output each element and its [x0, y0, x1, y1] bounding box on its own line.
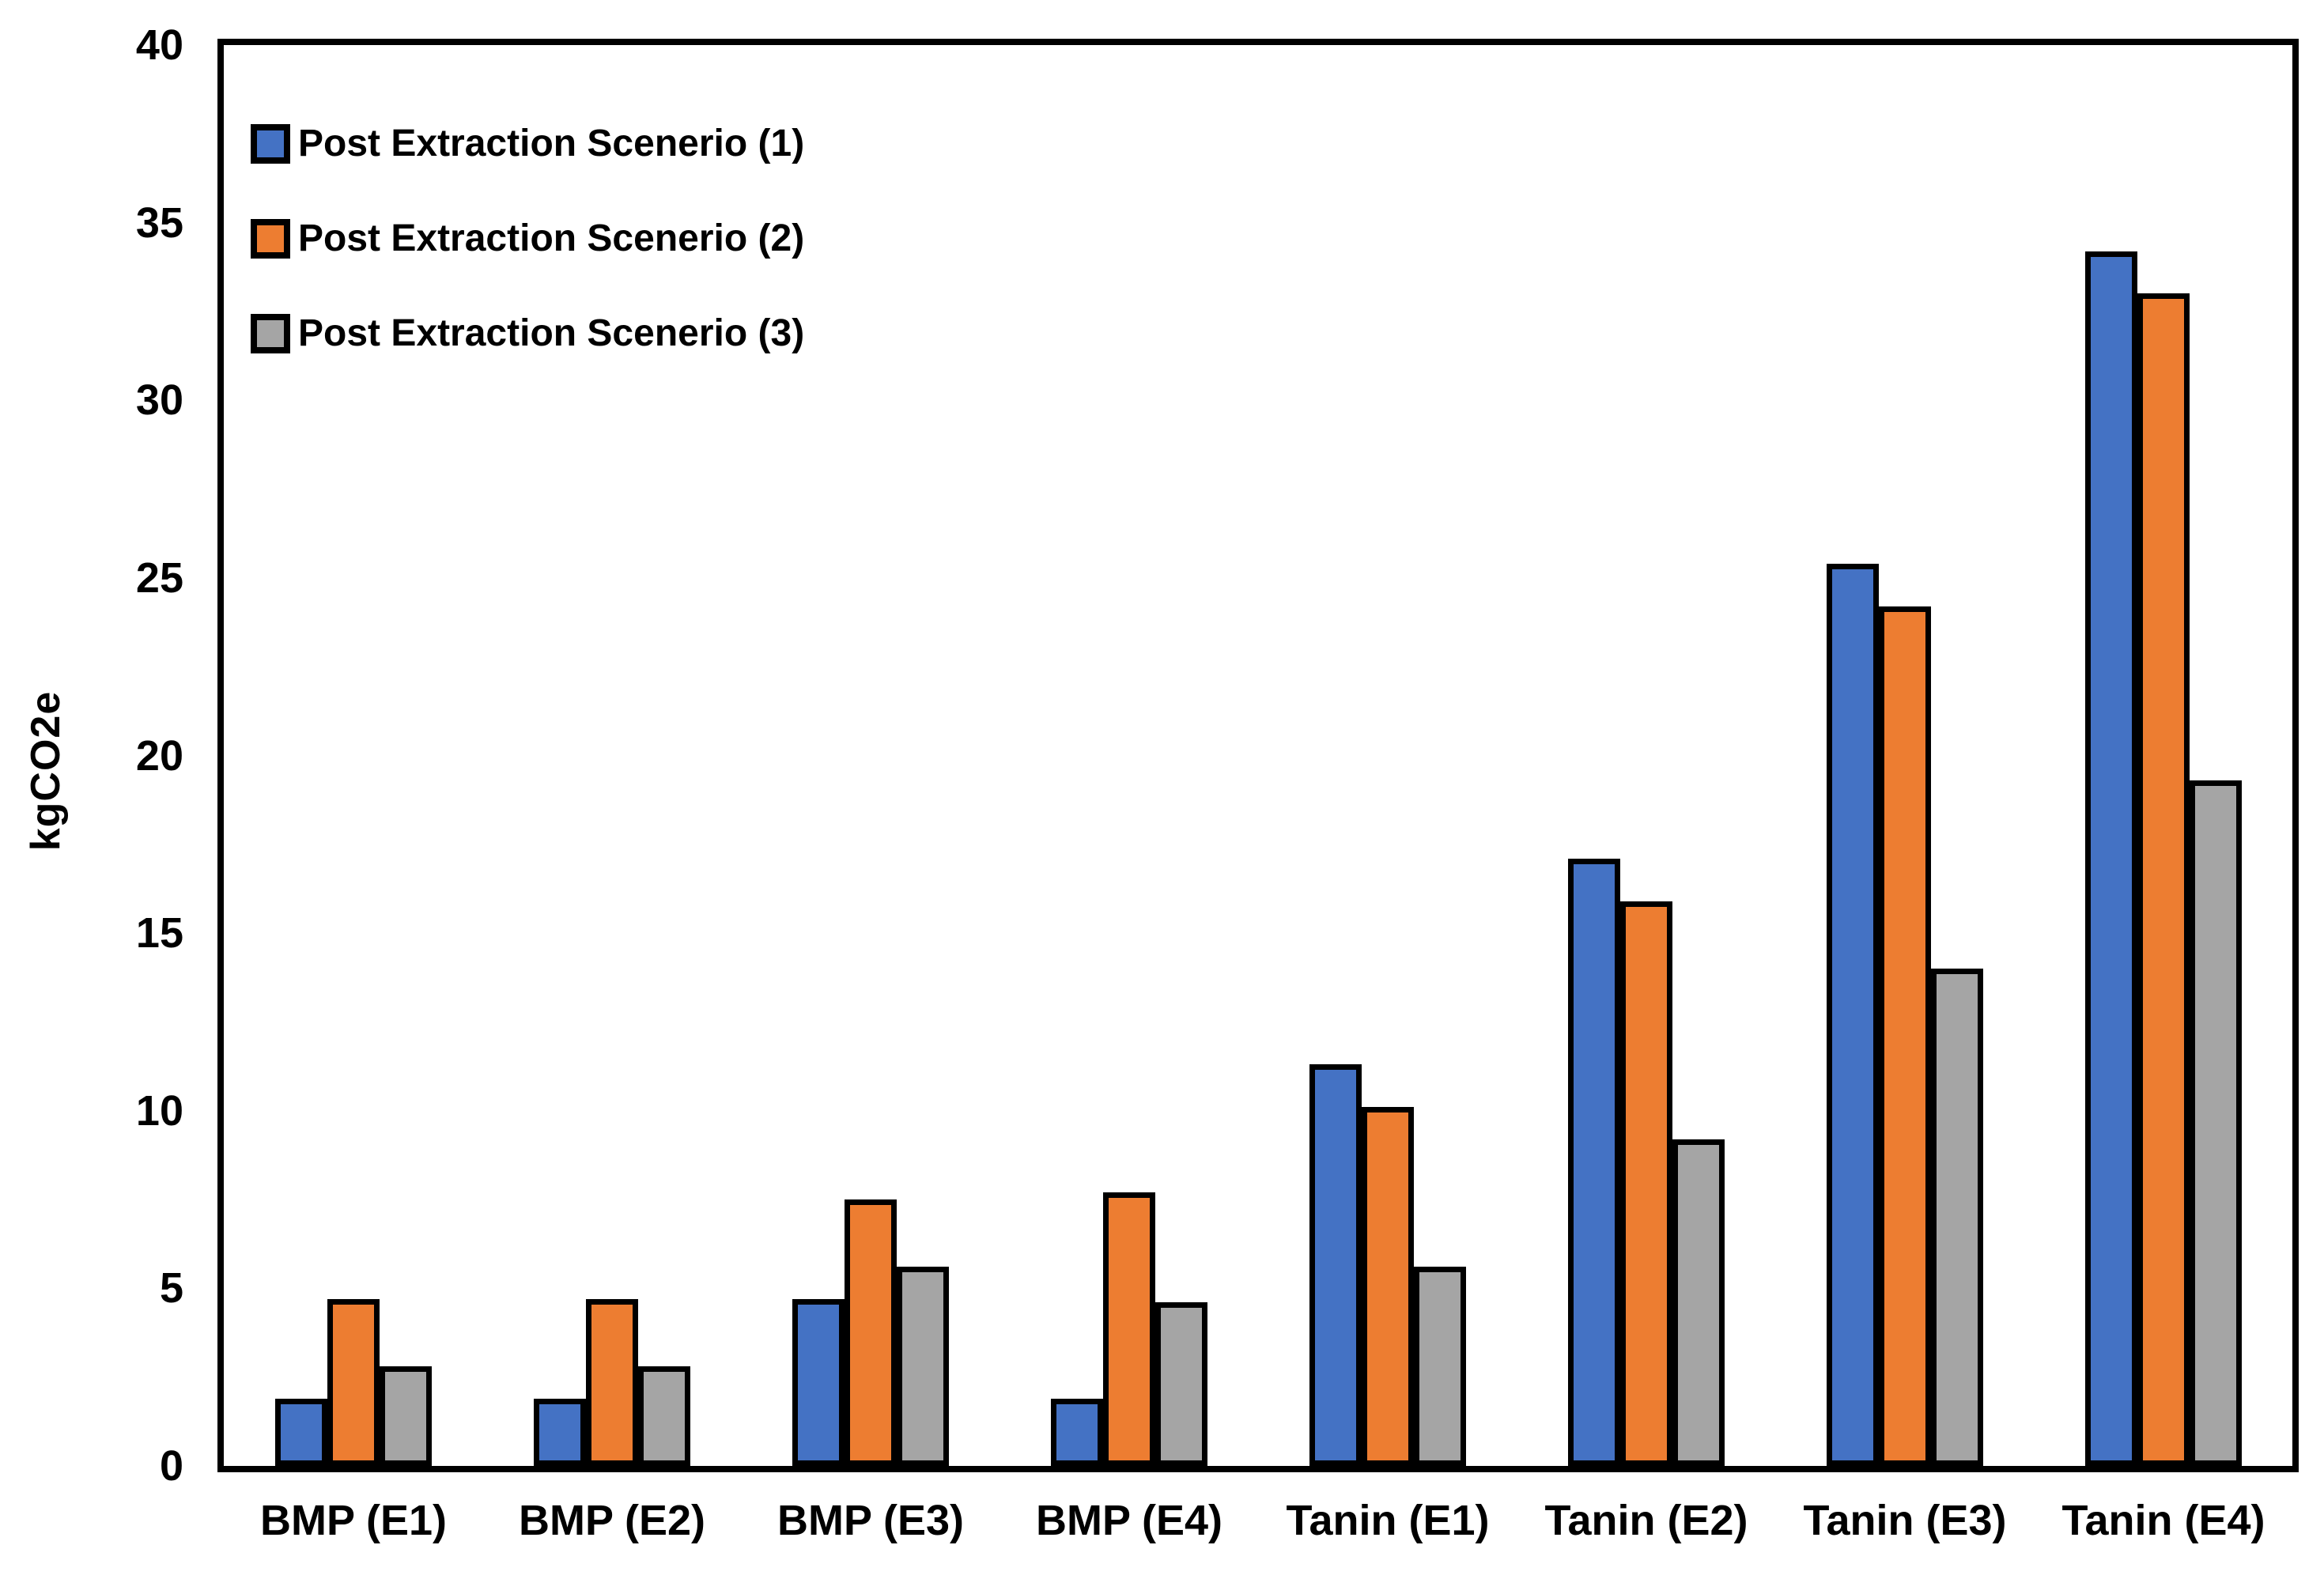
- bar-series2-tanin-e4-: [2137, 293, 2190, 1466]
- x-axis-label: BMP (E4): [1035, 1497, 1223, 1544]
- bar-series2-bmp-e2-: [586, 1299, 638, 1466]
- legend-label: Post Extraction Scenerio (2): [298, 217, 805, 259]
- legend-swatch-icon: [251, 219, 290, 259]
- bar-series2-tanin-e1-: [1362, 1107, 1414, 1466]
- bar-series3-bmp-e2-: [638, 1366, 690, 1466]
- y-tick-label: 5: [159, 1264, 183, 1313]
- legend-swatch-icon: [251, 124, 290, 164]
- legend-item: Post Extraction Scenerio (2): [251, 219, 804, 259]
- bar-series1-tanin-e2-: [1568, 859, 1620, 1466]
- x-axis-label: Tanin (E3): [1803, 1497, 2007, 1544]
- bar-series1-bmp-e3-: [792, 1299, 845, 1466]
- bar-series3-bmp-e3-: [897, 1267, 949, 1466]
- bar-series1-bmp-e2-: [534, 1399, 586, 1466]
- x-axis-label: BMP (E3): [777, 1497, 965, 1544]
- y-tick-label: 30: [135, 376, 183, 425]
- bar-series1-tanin-e3-: [1827, 564, 1879, 1466]
- bar-series1-bmp-e4-: [1051, 1399, 1103, 1466]
- bar-series2-bmp-e3-: [845, 1199, 897, 1466]
- bar-series3-bmp-e1-: [380, 1366, 432, 1466]
- bar-series3-tanin-e4-: [2190, 780, 2242, 1466]
- bar-series1-tanin-e1-: [1309, 1064, 1362, 1466]
- bar-series3-tanin-e3-: [1931, 969, 1983, 1466]
- bar-series1-bmp-e1-: [275, 1399, 327, 1466]
- x-axis-label: Tanin (E1): [1286, 1497, 1490, 1544]
- bar-series3-bmp-e4-: [1155, 1302, 1207, 1466]
- legend-swatch-icon: [251, 314, 290, 353]
- y-tick-label: 25: [135, 553, 183, 602]
- legend-label: Post Extraction Scenerio (3): [298, 312, 805, 354]
- y-axis-tick-labels: 0 5 10 15 20 25 30 35 40: [0, 24, 190, 1487]
- y-tick-label: 20: [135, 731, 183, 780]
- y-tick-label: 10: [135, 1086, 183, 1135]
- x-axis-labels: BMP (E1) BMP (E2) BMP (E3) BMP (E4) Tanin (E…: [224, 1499, 2292, 1562]
- x-axis-label: BMP (E1): [259, 1497, 448, 1544]
- bar-series2-bmp-e1-: [327, 1299, 380, 1466]
- bar-series2-bmp-e4-: [1103, 1192, 1155, 1466]
- bar-series3-tanin-e2-: [1672, 1139, 1725, 1466]
- y-tick-label: 15: [135, 909, 183, 958]
- y-tick-label: 40: [135, 21, 183, 69]
- legend-item: Post Extraction Scenerio (3): [251, 314, 804, 353]
- bar-series3-tanin-e1-: [1414, 1267, 1466, 1466]
- bar-series2-tanin-e2-: [1620, 901, 1672, 1466]
- legend: Post Extraction Scenerio (1) Post Extract…: [251, 124, 804, 409]
- y-tick-label: 35: [135, 198, 183, 247]
- bar-series1-tanin-e4-: [2085, 251, 2137, 1466]
- legend-label: Post Extraction Scenerio (1): [298, 123, 805, 164]
- bar-series2-tanin-e3-: [1879, 606, 1931, 1466]
- x-axis-label: Tanin (E2): [1544, 1497, 1748, 1544]
- y-tick-label: 0: [159, 1442, 183, 1490]
- x-axis-label: Tanin (E4): [2061, 1497, 2265, 1544]
- legend-item: Post Extraction Scenerio (1): [251, 124, 804, 164]
- plot-area: Post Extraction Scenerio (1) Post Extract…: [217, 39, 2299, 1472]
- x-axis-label: BMP (E2): [518, 1497, 706, 1544]
